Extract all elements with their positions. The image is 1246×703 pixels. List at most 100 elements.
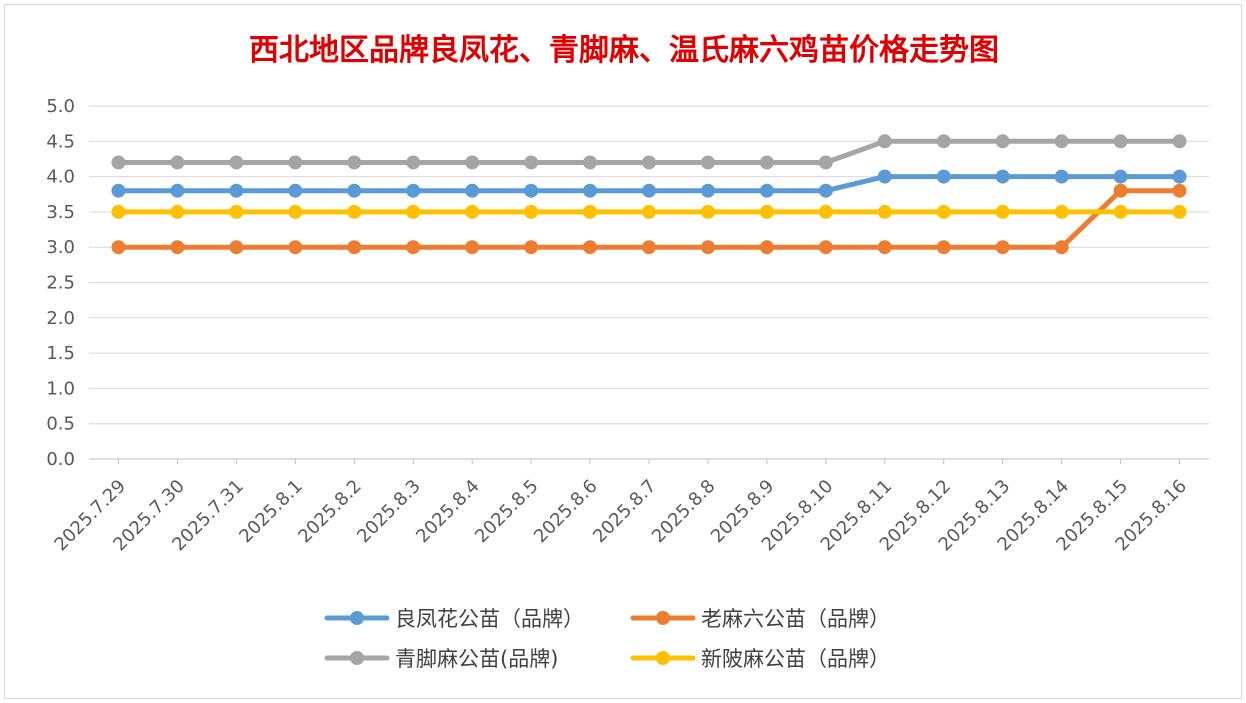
data-point bbox=[700, 240, 715, 255]
series-1 bbox=[111, 183, 1187, 255]
y-tick-label: 3.5 bbox=[46, 202, 75, 223]
y-tick-label: 4.5 bbox=[46, 131, 75, 152]
data-point bbox=[111, 155, 126, 170]
data-point bbox=[111, 183, 126, 198]
x-axis-ticks: 2025.7.292025.7.302025.7.312025.8.12025.… bbox=[50, 459, 1191, 555]
legend: 良凤花公苗（品牌） 老麻六公苗（品牌） 青脚麻公苗(品牌) 新陂麻公苗（品牌） bbox=[324, 607, 890, 671]
x-tick-label: 2025.8.4 bbox=[412, 476, 484, 548]
series-line bbox=[115, 188, 1183, 250]
data-point bbox=[1113, 204, 1128, 219]
chart-frame: 西北地区品牌良凤花、青脚麻、温氏麻六鸡苗价格走势图 0.0 0.5 1.0 1.5 2.… bbox=[4, 4, 1242, 699]
legend-swatch-marker bbox=[350, 651, 364, 665]
legend-label: 新陂麻公苗（品牌） bbox=[701, 647, 890, 671]
data-point bbox=[406, 155, 421, 170]
line-chart: 西北地区品牌良凤花、青脚麻、温氏麻六鸡苗价格走势图 0.0 0.5 1.0 1.5 2.… bbox=[46, 33, 1209, 671]
data-point bbox=[642, 204, 656, 219]
data-point bbox=[995, 169, 1010, 184]
data-point bbox=[465, 240, 480, 255]
data-point bbox=[465, 183, 480, 198]
data-point bbox=[700, 183, 715, 198]
legend-item: 新陂麻公苗（品牌） bbox=[630, 647, 890, 671]
x-tick-label: 2025.8.8 bbox=[648, 476, 720, 548]
data-point bbox=[759, 155, 774, 170]
series-0 bbox=[111, 169, 1187, 198]
data-point bbox=[583, 155, 598, 170]
data-point bbox=[111, 240, 126, 255]
data-point bbox=[877, 240, 892, 255]
data-point bbox=[288, 183, 303, 198]
data-point bbox=[229, 204, 244, 219]
data-point bbox=[229, 240, 244, 255]
data-point bbox=[406, 204, 421, 219]
data-point bbox=[1113, 134, 1128, 149]
data-point bbox=[1172, 183, 1187, 198]
data-point bbox=[936, 204, 951, 219]
data-point bbox=[1054, 134, 1069, 149]
x-tick-label: 2025.8.6 bbox=[530, 476, 602, 548]
data-point bbox=[818, 204, 833, 219]
data-point bbox=[583, 183, 598, 198]
data-point bbox=[111, 204, 126, 219]
data-point bbox=[229, 155, 244, 170]
data-point bbox=[1113, 183, 1128, 198]
data-point bbox=[347, 155, 362, 170]
data-point bbox=[642, 240, 656, 255]
data-point bbox=[288, 240, 303, 255]
data-point bbox=[700, 155, 715, 170]
data-point bbox=[1054, 169, 1069, 184]
data-point bbox=[995, 134, 1010, 149]
data-point bbox=[1172, 134, 1187, 149]
data-point bbox=[936, 134, 951, 149]
data-point bbox=[1172, 204, 1187, 219]
data-point bbox=[465, 204, 480, 219]
data-point bbox=[1113, 169, 1128, 184]
y-tick-label: 1.5 bbox=[46, 343, 75, 364]
data-point bbox=[170, 155, 185, 170]
y-tick-label: 1.0 bbox=[46, 378, 75, 399]
data-point bbox=[936, 169, 951, 184]
y-tick-label: 2.0 bbox=[46, 308, 75, 329]
data-point bbox=[524, 204, 539, 219]
data-point bbox=[288, 204, 303, 219]
data-point bbox=[347, 204, 362, 219]
y-tick-label: 0.5 bbox=[46, 414, 75, 435]
chart-title: 西北地区品牌良凤花、青脚麻、温氏麻六鸡苗价格走势图 bbox=[249, 33, 999, 68]
legend-item: 青脚麻公苗(品牌) bbox=[324, 647, 558, 671]
data-point bbox=[524, 240, 539, 255]
legend-label: 老麻六公苗（品牌） bbox=[701, 607, 890, 631]
y-tick-label: 0.0 bbox=[46, 449, 75, 470]
data-point bbox=[229, 183, 244, 198]
legend-swatch-marker bbox=[656, 651, 670, 665]
series-lines bbox=[111, 134, 1187, 255]
data-point bbox=[877, 204, 892, 219]
data-point bbox=[347, 183, 362, 198]
data-point bbox=[406, 240, 421, 255]
legend-swatch-marker bbox=[350, 611, 364, 625]
legend-item: 老麻六公苗（品牌） bbox=[630, 607, 890, 631]
legend-label: 青脚麻公苗(品牌) bbox=[395, 647, 558, 671]
data-point bbox=[759, 204, 774, 219]
data-point bbox=[995, 204, 1010, 219]
y-tick-label: 4.0 bbox=[46, 167, 75, 188]
data-point bbox=[877, 169, 892, 184]
data-point bbox=[465, 155, 480, 170]
data-point bbox=[818, 240, 833, 255]
legend-swatch-marker bbox=[656, 611, 670, 625]
data-point bbox=[170, 204, 185, 219]
x-tick-label: 2025.8.3 bbox=[353, 476, 425, 548]
data-point bbox=[583, 204, 598, 219]
data-point bbox=[936, 240, 951, 255]
data-point bbox=[288, 155, 303, 170]
data-point bbox=[642, 183, 656, 198]
x-tick-label: 2025.8.2 bbox=[294, 476, 366, 548]
data-point bbox=[170, 183, 185, 198]
y-axis-ticks: 0.0 0.5 1.0 1.5 2.0 2.5 3.0 3.5 4.0 4.5 5.0 bbox=[46, 96, 75, 470]
data-point bbox=[583, 240, 598, 255]
data-point bbox=[995, 240, 1010, 255]
data-point bbox=[1172, 169, 1187, 184]
legend-item: 良凤花公苗（品牌） bbox=[324, 607, 584, 631]
data-point bbox=[170, 240, 185, 255]
data-point bbox=[406, 183, 421, 198]
data-point bbox=[759, 183, 774, 198]
data-point bbox=[759, 240, 774, 255]
